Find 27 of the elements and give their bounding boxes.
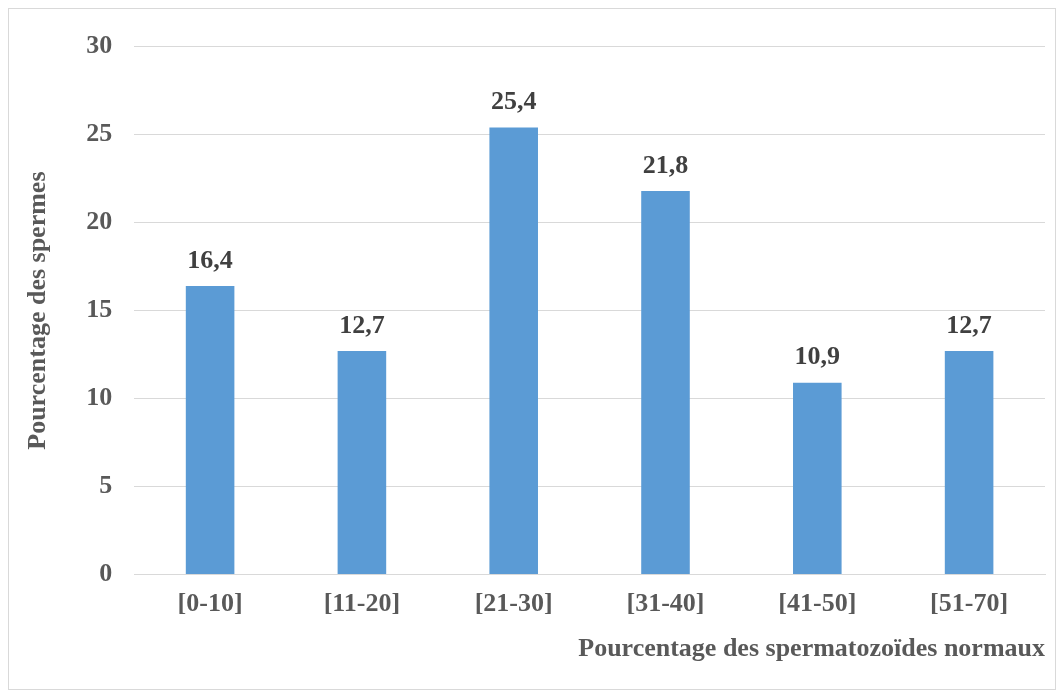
x-tick-label: [41-50] — [778, 587, 857, 617]
bar — [944, 351, 994, 575]
bar — [641, 190, 690, 575]
y-tick-label: 15 — [86, 294, 113, 324]
y-tick-label: 30 — [86, 30, 113, 60]
y-axis-title: Pourcentage des spermes — [22, 171, 52, 450]
y-tick-label: 5 — [99, 470, 113, 500]
x-axis-title: Pourcentage des spermatozoïdes normaux — [578, 633, 1045, 663]
bar — [793, 382, 842, 575]
bar — [337, 351, 387, 575]
data-label: 12,7 — [946, 309, 992, 339]
y-tick-label: 0 — [99, 558, 113, 588]
y-tick-label: 25 — [86, 118, 113, 148]
bar — [185, 285, 235, 575]
x-tick-label: [11-20] — [323, 587, 401, 617]
x-tick-label: [21-30] — [474, 587, 553, 617]
x-tick-label: [0-10] — [177, 587, 243, 617]
data-label: 10,9 — [794, 341, 841, 371]
data-label: 21,8 — [642, 149, 689, 179]
data-label: 16,4 — [187, 244, 233, 274]
y-tick-label: 20 — [86, 206, 113, 236]
data-label: 25,4 — [490, 86, 537, 116]
data-label: 12,7 — [339, 309, 385, 339]
x-tick-label: [51-70] — [930, 587, 1009, 617]
y-tick-label: 10 — [86, 382, 113, 412]
x-tick-label: [31-40] — [626, 587, 705, 617]
bar — [489, 127, 538, 575]
